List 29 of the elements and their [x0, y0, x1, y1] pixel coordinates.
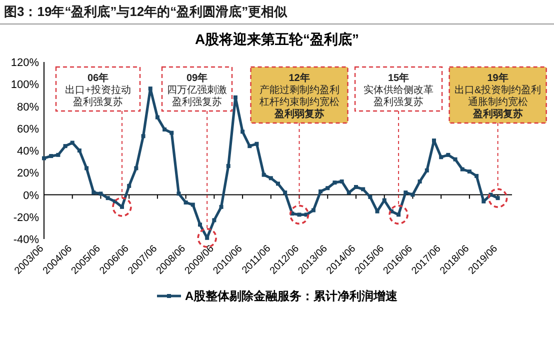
annotation: 19年	[487, 72, 508, 84]
annotation: 06年	[87, 72, 109, 84]
annotation: 盈利弱复苏	[273, 108, 324, 120]
annotation: 实体供给侧改革	[364, 84, 434, 96]
y-tick-label: -40%	[13, 234, 40, 246]
annotation: 杠杆约束制约宽松	[258, 96, 340, 108]
chart-subtitle: A股将迎来第五轮“盈利底”	[194, 31, 360, 47]
y-tick-label: 40%	[16, 146, 40, 158]
annotation: 产能过剩制约盈利	[259, 84, 340, 96]
annotation: 通胀制约宽松	[468, 96, 528, 108]
y-tick-label: 80%	[16, 101, 40, 114]
legend-label: A股整体剔除金融服务：累计净利润增速	[185, 289, 399, 303]
annotation: 15年	[388, 72, 410, 84]
y-tick-label: 0%	[23, 190, 40, 202]
annotation: 盈利强复苏	[73, 96, 123, 108]
chart-title: 图3：19年“盈利底”与12年的“盈利圆滑底”更相似	[4, 4, 288, 19]
annotation: 四万亿强刺激	[167, 84, 227, 96]
y-tick-label: 120%	[10, 57, 40, 69]
annotation: 09年	[186, 72, 208, 84]
annotation: 出口+投资拉动	[65, 84, 131, 96]
y-tick-label: -20%	[13, 212, 40, 224]
y-tick-label: 60%	[16, 123, 40, 136]
y-tick-label: 20%	[16, 168, 40, 180]
annotation: 12年	[288, 72, 310, 84]
y-tick-label: 100%	[10, 79, 40, 92]
annotation: 盈利强复苏	[172, 96, 222, 108]
annotation: 盈利强复苏	[374, 96, 424, 108]
annotation: 盈利弱复苏	[472, 108, 523, 120]
annotation: 出口&投资制约盈利	[454, 84, 542, 96]
